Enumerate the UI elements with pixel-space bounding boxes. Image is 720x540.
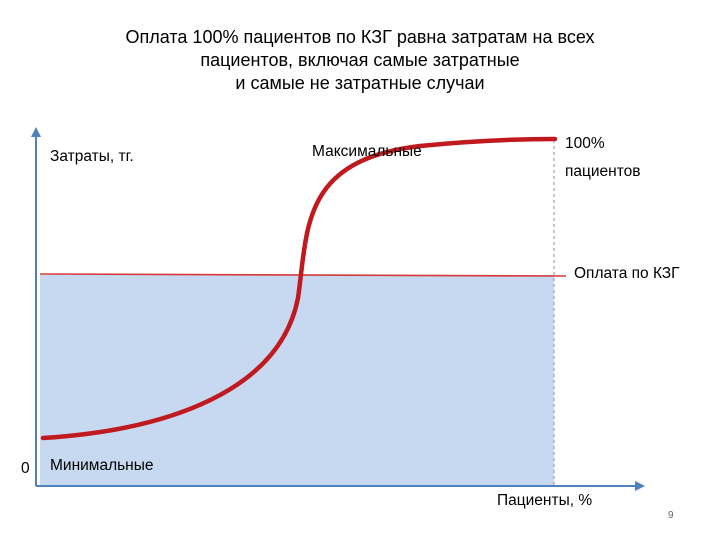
payment-label: Оплата по КЗГ <box>574 265 680 282</box>
x-axis-label: Пациенты, % <box>497 492 593 509</box>
title-line-1: Оплата 100% пациентов по КЗГ равна затра… <box>125 27 595 47</box>
y-axis-label: Затраты, тг. <box>50 148 134 165</box>
title-line-3: и самые не затратные случаи <box>235 73 485 93</box>
cost-curve <box>40 136 558 441</box>
min-label: Минимальные <box>50 457 154 474</box>
page-number: 9 <box>668 510 674 521</box>
hundred-percent-label-line-2: пациентов <box>565 163 641 180</box>
title-line-2: пациентов, включая самые затратные <box>200 50 520 70</box>
slide-title: Оплата 100% пациентов по КЗГ равна затра… <box>60 26 660 95</box>
hundred-percent-label-line-1: 100% <box>565 135 605 152</box>
origin-label: 0 <box>21 460 30 477</box>
max-label: Максимальные <box>312 143 422 160</box>
